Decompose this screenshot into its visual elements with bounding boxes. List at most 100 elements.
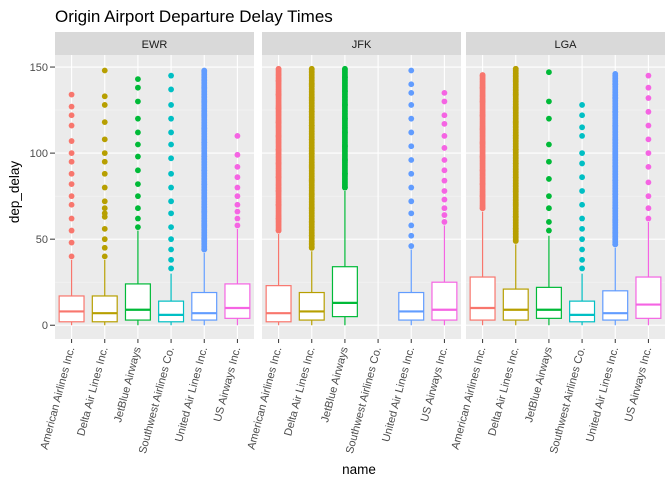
outlier-point xyxy=(546,98,552,105)
outlier-point xyxy=(168,236,174,243)
outlier-point xyxy=(68,112,75,119)
box-body xyxy=(224,283,251,319)
outlier-point xyxy=(612,136,619,143)
outlier-point xyxy=(68,201,75,208)
outlier-point xyxy=(645,179,652,186)
outlier-point xyxy=(408,232,415,239)
outlier-point xyxy=(168,198,174,205)
outlier-point xyxy=(546,176,552,182)
x-tick-label: Delta Air Lines Inc. xyxy=(282,346,317,438)
outlier-point xyxy=(612,229,619,236)
outlier-point xyxy=(135,76,141,82)
outlier-point xyxy=(201,153,208,160)
outlier-point xyxy=(441,145,448,151)
box-body xyxy=(124,283,151,321)
outlier-point xyxy=(101,244,108,251)
outlier-point xyxy=(168,141,174,148)
box-body xyxy=(298,291,325,321)
outlier-point xyxy=(135,181,141,187)
outlier-point xyxy=(579,256,585,263)
outlier-point xyxy=(308,122,315,129)
outlier-point xyxy=(408,115,415,122)
outlier-point xyxy=(441,212,448,218)
outlier-point xyxy=(342,102,348,108)
box-ewr-1 xyxy=(91,67,118,326)
outlier-point xyxy=(135,115,141,122)
facet-panel-lga: LGA American Airlines Inc.Delta Air Lines… xyxy=(450,32,665,455)
outlier-point xyxy=(308,232,315,239)
outlier-point xyxy=(308,163,315,170)
outlier-point xyxy=(645,136,652,143)
outlier-point xyxy=(408,143,415,150)
outlier-point xyxy=(168,72,174,79)
outlier-point xyxy=(201,236,208,243)
outlier-point xyxy=(201,208,208,215)
x-axis-title: name xyxy=(342,462,376,477)
box-body xyxy=(602,290,629,321)
outlier-point xyxy=(342,65,348,72)
outlier-point xyxy=(201,181,208,187)
outlier-point xyxy=(408,184,415,191)
outlier-point xyxy=(168,155,174,162)
outlier-point xyxy=(234,184,241,191)
outlier-point xyxy=(612,191,619,198)
outlier-point xyxy=(342,170,348,177)
outlier-point xyxy=(308,81,315,88)
outlier-point xyxy=(201,246,208,253)
outlier-point xyxy=(441,112,448,119)
x-tick-label: United Air Lines Inc. xyxy=(584,346,621,444)
outlier-point xyxy=(135,129,141,136)
outlier-point xyxy=(512,174,519,181)
outlier-point xyxy=(135,167,141,174)
outlier-point xyxy=(546,219,552,225)
outlier-point xyxy=(479,98,486,105)
x-tick-label: American Airlines Inc. xyxy=(450,346,489,451)
outlier-point xyxy=(68,150,75,157)
outlier-point xyxy=(441,132,448,139)
box-body xyxy=(502,288,529,321)
outlier-point xyxy=(68,181,75,187)
outlier-point xyxy=(612,71,619,77)
box-body xyxy=(58,295,85,323)
outlier-point xyxy=(546,158,552,165)
outlier-point xyxy=(275,188,282,194)
outlier-point xyxy=(645,84,652,91)
outlier-point xyxy=(512,201,519,208)
outlier-point xyxy=(275,132,282,139)
outlier-point xyxy=(512,213,519,220)
outlier-point xyxy=(342,129,348,136)
x-tick-label: Delta Air Lines Inc. xyxy=(75,346,110,438)
outlier-point xyxy=(101,210,108,217)
x-tick-label: American Airlines Inc. xyxy=(39,346,78,451)
outlier-point xyxy=(135,153,141,160)
outlier-point xyxy=(68,91,75,98)
outlier-point xyxy=(579,215,585,222)
outlier-point xyxy=(342,74,348,81)
outlier-point xyxy=(101,150,108,157)
outlier-point xyxy=(308,95,315,101)
outlier-point xyxy=(168,170,174,177)
facet-strip-label: EWR xyxy=(142,39,168,51)
outlier-point xyxy=(408,222,415,229)
outlier-point xyxy=(101,119,108,126)
outlier-point xyxy=(579,124,585,131)
outlier-point xyxy=(512,77,519,84)
outlier-point xyxy=(441,89,448,96)
outlier-point xyxy=(135,141,141,148)
outlier-point xyxy=(308,191,315,198)
outlier-point xyxy=(579,132,585,139)
y-tick-label-150: 150 xyxy=(30,62,48,74)
outlier-point xyxy=(408,81,415,88)
y-tick-label-0: 0 xyxy=(42,320,48,332)
outlier-point xyxy=(441,177,448,184)
outlier-point xyxy=(441,157,448,163)
outlier-point xyxy=(645,95,652,101)
facet-strip-jfk xyxy=(262,32,461,55)
outlier-point xyxy=(342,143,348,150)
outlier-point xyxy=(546,193,552,200)
outlier-point xyxy=(645,150,652,157)
x-tick-label: United Air Lines Inc. xyxy=(380,346,417,444)
outlier-point xyxy=(512,65,519,72)
x-tick-label: US Airways Inc. xyxy=(623,346,655,424)
